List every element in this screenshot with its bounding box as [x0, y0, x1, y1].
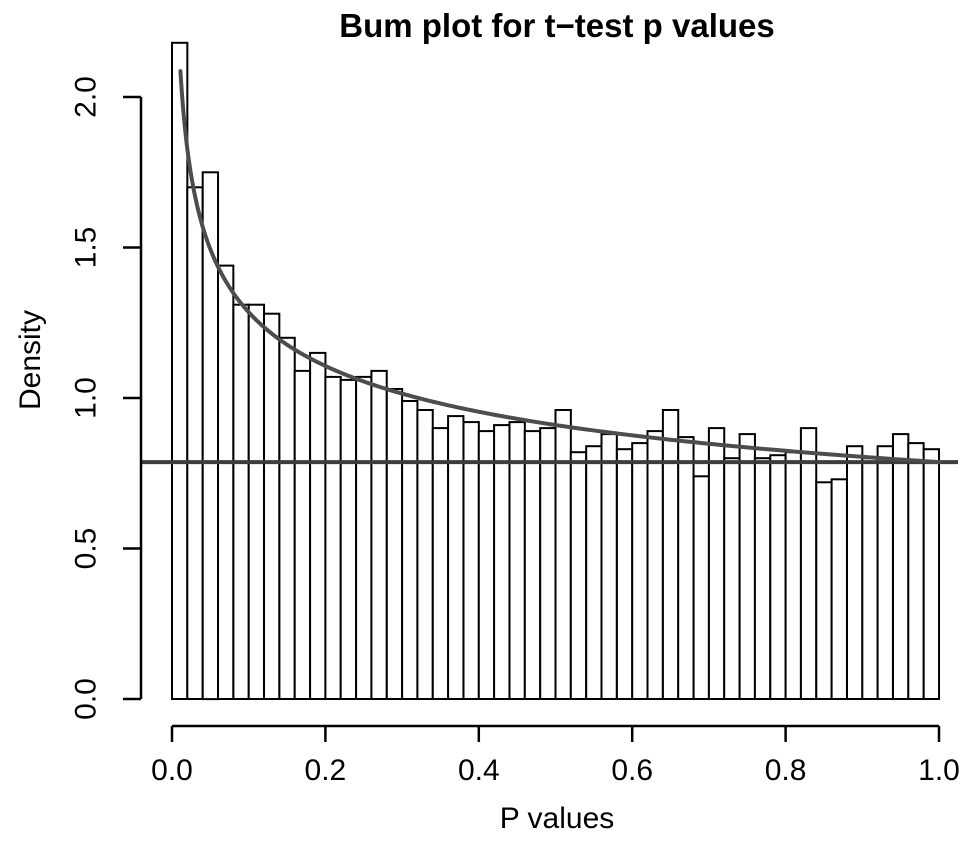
x-axis-tick-labels: 0.0 0.2 0.4 0.6 0.8 1.0 — [151, 754, 960, 787]
histogram-bar — [186, 186, 204, 701]
histogram-bar — [769, 454, 787, 701]
y-axis-tick-label: 2.0 — [70, 76, 103, 118]
y-axis-tick-label: 1.0 — [70, 377, 103, 419]
histogram-bar — [232, 303, 250, 700]
histogram-bar — [569, 451, 588, 701]
histogram-bar — [217, 264, 235, 700]
histogram-bar — [477, 430, 496, 700]
histogram-bar — [293, 369, 312, 700]
histogram-bar — [416, 409, 434, 700]
histogram-bar — [447, 415, 465, 700]
y-axis-title: Density — [14, 310, 47, 410]
histogram-bars — [171, 41, 941, 701]
x-axis-tick-label: 0.8 — [765, 754, 807, 787]
histogram-bar — [554, 409, 572, 700]
x-axis-ticks — [170, 726, 941, 742]
histogram-bar — [876, 445, 894, 701]
histogram-bar — [661, 409, 680, 700]
histogram-bar — [738, 433, 756, 700]
histogram-bar — [922, 448, 941, 701]
histogram-bar — [907, 442, 925, 700]
x-axis-tick-label: 0.2 — [305, 754, 347, 787]
histogram-bar — [263, 312, 281, 700]
x-axis-tick-label: 1.0 — [918, 754, 960, 787]
histogram-bar — [401, 400, 419, 700]
histogram-bar — [723, 457, 741, 701]
y-axis-ticks — [123, 95, 141, 701]
histogram-bar — [677, 436, 695, 700]
histogram-bar — [707, 427, 726, 700]
histogram-bar — [431, 427, 450, 700]
x-axis: 0.0 0.2 0.4 0.6 0.8 1.0 P values — [151, 724, 960, 835]
histogram-bar — [493, 424, 511, 700]
histogram-bar — [753, 457, 772, 701]
x-axis-title: P values — [500, 802, 615, 835]
x-axis-tick-label: 0.4 — [458, 754, 500, 787]
histogram-bar — [784, 451, 802, 701]
histogram-bar — [815, 481, 833, 700]
histogram-bar — [585, 445, 603, 701]
y-axis-tick-labels: 0.0 0.5 1.0 1.5 2.0 — [70, 76, 103, 720]
y-axis-tick-label: 1.5 — [70, 227, 103, 269]
histogram-bar — [370, 369, 388, 700]
bum-density-curve — [178, 69, 941, 465]
histogram-bar — [892, 433, 910, 700]
histogram-bar — [339, 378, 358, 700]
histogram-bar — [631, 442, 649, 700]
y-axis-tick-label: 0.5 — [70, 528, 103, 570]
x-axis-tick-label: 0.6 — [611, 754, 653, 787]
y-axis: 0.0 0.5 1.0 1.5 2.0 Density — [14, 76, 143, 720]
histogram-bar — [799, 427, 818, 700]
histogram-bar — [355, 375, 373, 700]
x-axis-tick-label: 0.0 — [151, 754, 193, 787]
y-axis-tick-label: 0.0 — [70, 678, 103, 720]
histogram-bar — [846, 445, 864, 701]
histogram-bar — [830, 478, 848, 700]
histogram-bar — [646, 430, 664, 700]
histogram-bar — [523, 430, 542, 700]
histogram-bar — [861, 457, 879, 701]
histogram-bar — [692, 475, 710, 700]
histogram-bar — [247, 303, 266, 700]
histogram-bar — [615, 448, 634, 701]
histogram-bar — [324, 375, 342, 700]
histogram-bar — [539, 427, 557, 700]
histogram-bar — [600, 433, 618, 700]
histogram-bar — [278, 336, 296, 700]
histogram-bar — [309, 351, 327, 700]
histogram-bar — [385, 388, 404, 700]
chart-title: Bum plot for t−test p values — [339, 7, 774, 44]
